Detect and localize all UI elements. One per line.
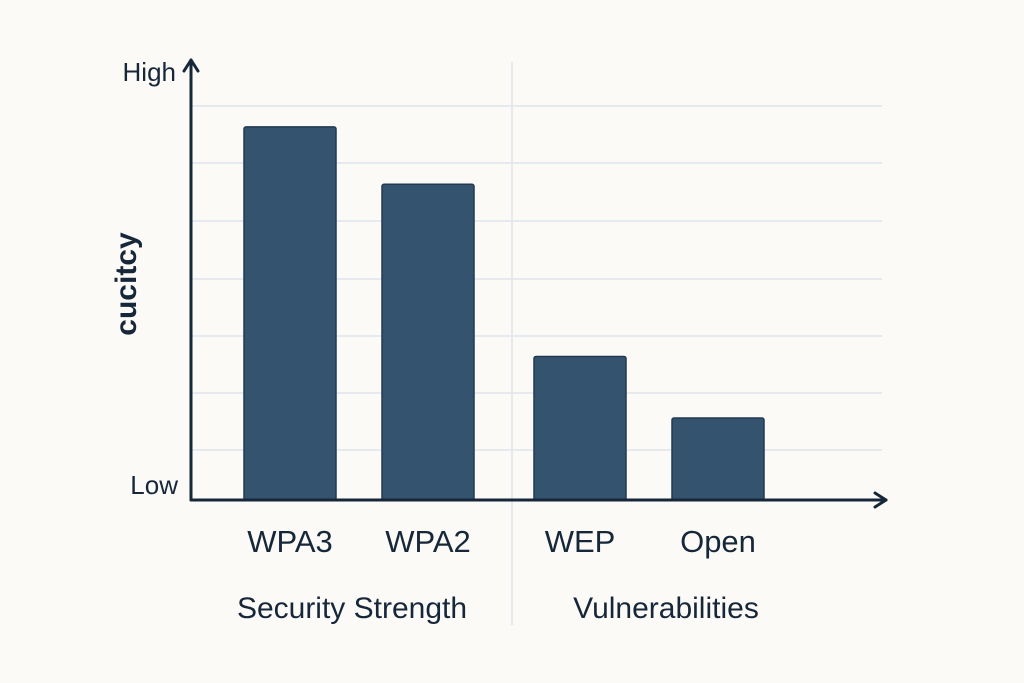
axes <box>182 58 888 509</box>
bar-open <box>671 417 765 501</box>
bars <box>243 126 765 501</box>
y-tick-label-high: High <box>123 57 176 87</box>
category-label-open: Open <box>680 524 756 559</box>
bar-wpa2 <box>381 183 475 501</box>
x-axis-arrow-icon <box>873 491 888 509</box>
category-label-wpa3: WPA3 <box>247 524 333 559</box>
bar-wpa3 <box>243 126 337 501</box>
category-label-wpa2: WPA2 <box>385 524 471 559</box>
category-label-wep: WEP <box>545 524 616 559</box>
group-labels: Security Strength Vulnerabilities <box>237 592 759 625</box>
group-label-security-strength: Security Strength <box>237 592 467 625</box>
category-labels: WPA3 WPA2 WEP Open <box>247 524 756 559</box>
y-tick-label-low: Low <box>130 470 178 500</box>
bar-wep <box>533 355 627 501</box>
y-axis-label: cucitcy <box>110 232 143 336</box>
y-axis-arrow-icon <box>182 58 200 73</box>
group-label-vulnerabilities: Vulnerabilities <box>573 592 759 625</box>
